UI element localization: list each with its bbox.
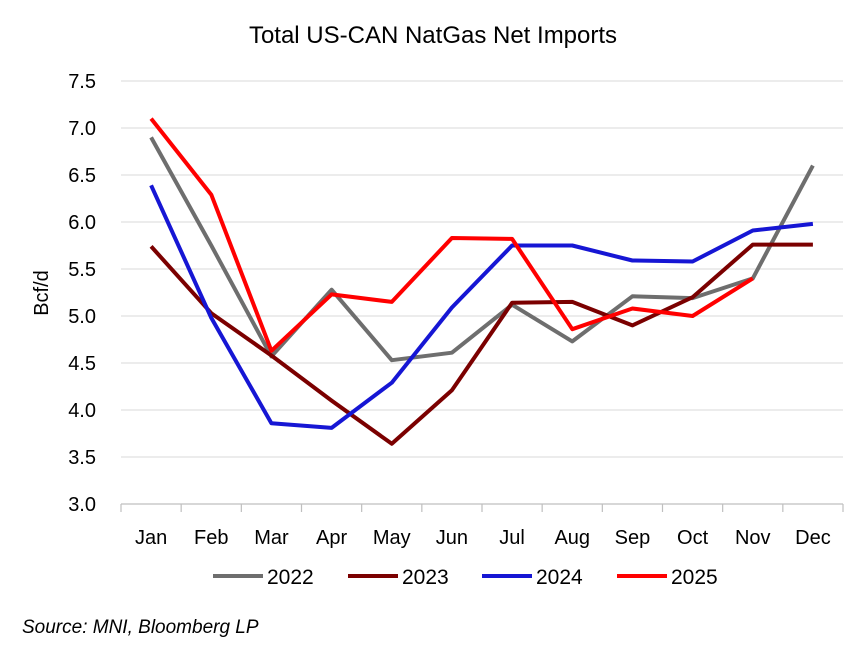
y-tick-label: 6.0 [68, 212, 96, 234]
legend-label: 2024 [536, 566, 583, 589]
y-tick-label: 4.0 [68, 400, 96, 422]
x-tick-label: Oct [677, 527, 709, 549]
legend-item-2024[interactable]: 2024 [482, 566, 583, 589]
series-line-2024 [149, 184, 814, 430]
source-note: Source: MNI, Bloomberg LP [22, 617, 259, 638]
gridlines [121, 80, 843, 458]
series-line-2025 [149, 117, 754, 353]
x-axis: Jan Feb Mar Apr May Jun Jul Aug Sep Oct Nov Dec [120, 503, 844, 549]
x-tick-label: May [373, 527, 411, 549]
x-tick-label: Feb [194, 527, 228, 549]
series-line-2022 [149, 136, 815, 363]
y-tick-label: 7.5 [68, 71, 96, 93]
legend-label: 2025 [671, 566, 718, 589]
y-tick-label: 3.5 [68, 447, 96, 469]
legend[interactable]: 2022 2023 2024 2025 [213, 566, 718, 589]
series-lines [149, 117, 815, 446]
legend-label: 2023 [402, 566, 449, 589]
y-axis-title: Bcf/d [31, 270, 53, 316]
x-tick-label: Jul [499, 527, 525, 549]
y-tick-label: 6.5 [68, 165, 96, 187]
y-tick-label: 4.5 [68, 353, 96, 375]
chart-title: Total US-CAN NatGas Net Imports [249, 22, 617, 49]
legend-label: 2022 [267, 566, 314, 589]
y-axis: 3.0 3.5 4.0 4.5 5.0 5.5 6.0 6.5 7.0 7.5 [68, 71, 96, 516]
y-tick-label: 5.5 [68, 259, 96, 281]
x-tick-label: Dec [795, 527, 831, 549]
y-tick-label: 3.0 [68, 494, 96, 516]
legend-item-2025[interactable]: 2025 [617, 566, 718, 589]
legend-item-2022[interactable]: 2022 [213, 566, 314, 589]
x-tick-label: Jan [135, 527, 167, 549]
x-tick-label: Aug [554, 527, 590, 549]
x-tick-label: Sep [615, 527, 651, 549]
x-tick-label: Nov [735, 527, 771, 549]
y-tick-label: 7.0 [68, 118, 96, 140]
x-tick-label: Mar [254, 527, 289, 549]
legend-item-2023[interactable]: 2023 [348, 566, 449, 589]
y-tick-label: 5.0 [68, 306, 96, 328]
x-tick-label: Jun [436, 527, 468, 549]
x-tick-label: Apr [316, 527, 347, 549]
series-line-2023 [149, 242, 813, 446]
